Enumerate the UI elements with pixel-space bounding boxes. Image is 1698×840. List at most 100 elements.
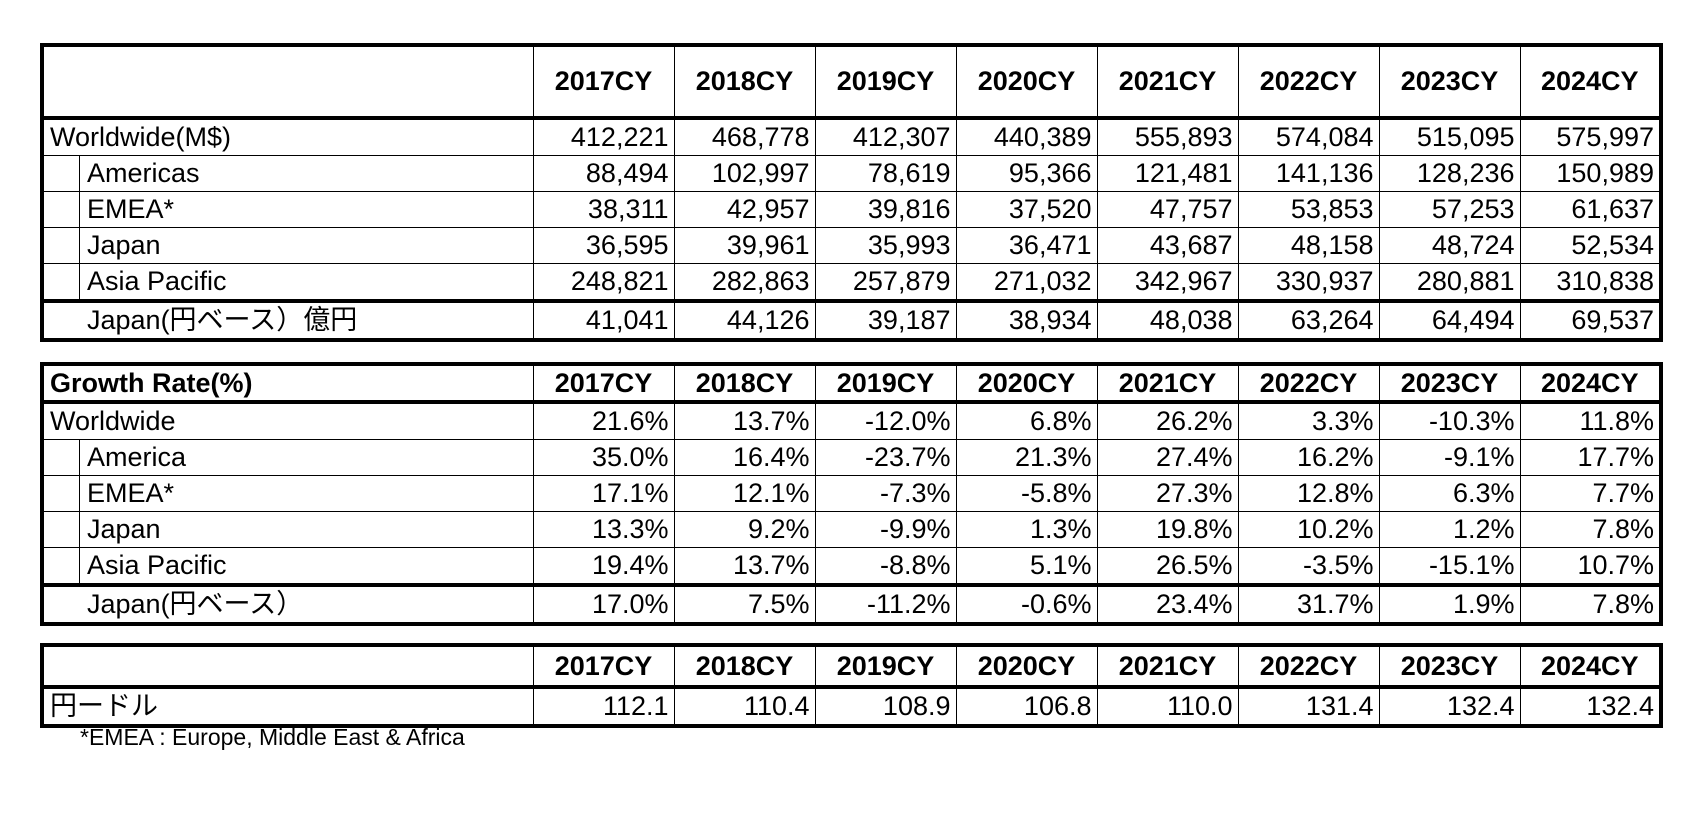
value-cell: 17.1% <box>532 475 675 512</box>
year-header: 2023CY <box>1378 44 1521 120</box>
value-cell: 7.8% <box>1519 511 1662 548</box>
growth-table-body: Worldwide 21.6% 13.7% -12.0% 6.8% 26.2% 3.3% -1… <box>41 401 1662 625</box>
year-header: 2019CY <box>814 44 957 120</box>
value-cell: -3.5% <box>1237 547 1380 586</box>
row-label-cell: 円ードル <box>41 686 534 727</box>
row-label-cell: Japan <box>41 511 534 548</box>
value-cell: 69,537 <box>1519 299 1662 341</box>
year-header: 2022CY <box>1237 644 1380 689</box>
value-cell: 38,311 <box>532 191 675 228</box>
year-header: 2020CY <box>955 44 1098 120</box>
value-cell: 112.1 <box>532 686 675 727</box>
value-cell: 102,997 <box>673 155 816 192</box>
row-label: America <box>87 442 187 472</box>
year-header: 2022CY <box>1237 44 1380 120</box>
year-header: 2018CY <box>673 44 816 120</box>
row-label: Japan <box>87 514 161 544</box>
value-cell: 12.1% <box>673 475 816 512</box>
value-cell: 41,041 <box>532 299 675 341</box>
value-cell: 61,637 <box>1519 191 1662 228</box>
value-cell: -10.3% <box>1378 401 1521 440</box>
row-label: Japan <box>87 230 161 260</box>
value-cell: 39,961 <box>673 227 816 264</box>
value-cell: 27.3% <box>1096 475 1239 512</box>
value-cell: 9.2% <box>673 511 816 548</box>
value-cell: 57,253 <box>1378 191 1521 228</box>
value-cell: 11.8% <box>1519 401 1662 440</box>
value-cell: 7.8% <box>1519 583 1662 625</box>
value-cell: 38,934 <box>955 299 1098 341</box>
value-cell: 1.3% <box>955 511 1098 548</box>
table-row: Japan(円ベース） 17.0% 7.5% -11.2% -0.6% 23.4% 31.7… <box>41 583 1662 625</box>
value-cell: 271,032 <box>955 263 1098 302</box>
value-cell: -7.3% <box>814 475 957 512</box>
value-cell: 26.5% <box>1096 547 1239 586</box>
row-label: Japan(円ベース） <box>87 589 304 619</box>
row-label: 円ードル <box>50 691 158 721</box>
value-cell: 31.7% <box>1237 583 1380 625</box>
value-cell: 47,757 <box>1096 191 1239 228</box>
value-cell: 13.3% <box>532 511 675 548</box>
value-cell: 17.0% <box>532 583 675 625</box>
table-row: Asia Pacific 19.4% 13.7% -8.8% 5.1% 26.5% -3.5… <box>41 547 1662 586</box>
value-cell: 35,993 <box>814 227 957 264</box>
value-cell: 575,997 <box>1519 117 1662 156</box>
value-cell: 10.7% <box>1519 547 1662 586</box>
value-cell: 310,838 <box>1519 263 1662 302</box>
value-cell: 48,038 <box>1096 299 1239 341</box>
value-cell: 78,619 <box>814 155 957 192</box>
row-label-cell: Asia Pacific <box>41 547 534 586</box>
header-corner-cell <box>41 644 534 689</box>
year-header: 2024CY <box>1519 44 1662 120</box>
value-cell: -12.0% <box>814 401 957 440</box>
value-cell: -8.8% <box>814 547 957 586</box>
table-row: Worldwide(M$) 412,221 468,778 412,307 440,38… <box>41 117 1662 156</box>
value-cell: 121,481 <box>1096 155 1239 192</box>
year-header: 2022CY <box>1237 363 1380 404</box>
value-cell: 13.7% <box>673 547 816 586</box>
table-row: Japan 36,595 39,961 35,993 36,471 43,687 48,15… <box>41 227 1662 264</box>
value-cell: 39,187 <box>814 299 957 341</box>
row-label-cell: America <box>41 439 534 476</box>
emea-footnote: *EMEA : Europe, Middle East & Africa <box>80 724 465 750</box>
value-cell: 21.3% <box>955 439 1098 476</box>
value-cell: 17.7% <box>1519 439 1662 476</box>
year-header: 2021CY <box>1096 44 1239 120</box>
value-cell: 132.4 <box>1378 686 1521 727</box>
market-size-table: 2017CY 2018CY 2019CY 2020CY 2021CY 2022CY 2023… <box>40 43 1663 342</box>
value-cell: 248,821 <box>532 263 675 302</box>
value-cell: 35.0% <box>532 439 675 476</box>
value-cell: 6.8% <box>955 401 1098 440</box>
row-label: Worldwide <box>50 406 176 436</box>
value-cell: 48,158 <box>1237 227 1380 264</box>
row-label: Americas <box>87 158 200 188</box>
value-cell: 37,520 <box>955 191 1098 228</box>
table-row: America 35.0% 16.4% -23.7% 21.3% 27.4% 16.2% -9… <box>41 439 1662 476</box>
row-label-cell: Asia Pacific <box>41 263 534 302</box>
row-label-cell: Japan(円ベース）億円 <box>41 299 534 341</box>
value-cell: 280,881 <box>1378 263 1521 302</box>
value-cell: 64,494 <box>1378 299 1521 341</box>
year-header: 2017CY <box>532 644 675 689</box>
year-header: 2019CY <box>814 363 957 404</box>
value-cell: 42,957 <box>673 191 816 228</box>
value-cell: 141,136 <box>1237 155 1380 192</box>
value-cell: 128,236 <box>1378 155 1521 192</box>
year-header: 2017CY <box>532 363 675 404</box>
row-label: Japan(円ベース）億円 <box>87 305 358 335</box>
year-header: 2018CY <box>673 363 816 404</box>
table-row: EMEA* 17.1% 12.1% -7.3% -5.8% 27.3% 12.8% 6.3% 7… <box>41 475 1662 512</box>
value-cell: -15.1% <box>1378 547 1521 586</box>
value-cell: 330,937 <box>1237 263 1380 302</box>
value-cell: -9.9% <box>814 511 957 548</box>
row-label-cell: Japan(円ベース） <box>41 583 534 625</box>
value-cell: 132.4 <box>1519 686 1662 727</box>
value-cell: 36,471 <box>955 227 1098 264</box>
value-cell: 1.2% <box>1378 511 1521 548</box>
value-cell: 36,595 <box>532 227 675 264</box>
table-row: Americas 88,494 102,997 78,619 95,366 121,481… <box>41 155 1662 192</box>
table-title: Growth Rate(%) <box>41 363 534 404</box>
value-cell: 574,084 <box>1237 117 1380 156</box>
value-cell: 52,534 <box>1519 227 1662 264</box>
year-header: 2024CY <box>1519 363 1662 404</box>
